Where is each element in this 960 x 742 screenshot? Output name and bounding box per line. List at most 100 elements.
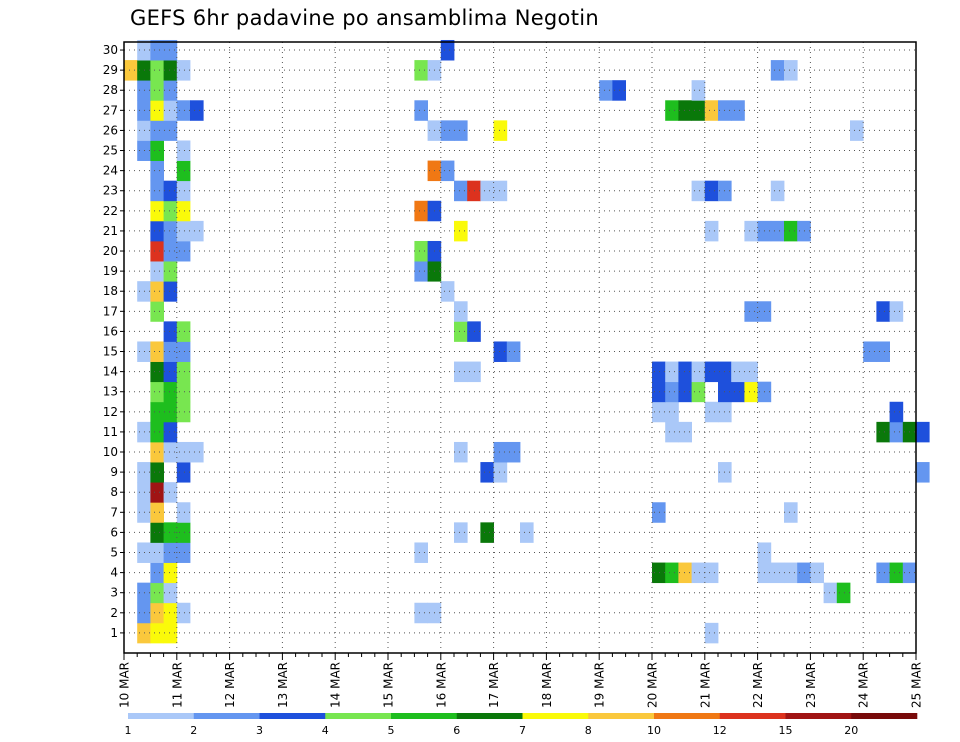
heatmap-cell xyxy=(652,401,666,423)
legend-label: 1 xyxy=(125,724,132,737)
heatmap-cell xyxy=(704,622,719,644)
heatmap-cell xyxy=(414,602,428,624)
heatmap-cell xyxy=(163,401,178,423)
y-tick-label: 1 xyxy=(110,626,118,640)
x-tick-label: 13 MAR xyxy=(276,662,290,708)
y-tick-label: 14 xyxy=(103,365,118,379)
heatmap-cell xyxy=(190,100,204,121)
heatmap-cell xyxy=(850,120,864,141)
heatmap-cell xyxy=(454,220,468,242)
heatmap-cell xyxy=(876,341,890,362)
heatmap-cell xyxy=(704,401,719,423)
heatmap-cell xyxy=(150,180,164,202)
x-tick-label: 17 MAR xyxy=(487,662,501,708)
legend-label: 8 xyxy=(585,724,592,737)
legend-swatch xyxy=(785,713,852,719)
heatmap-cell xyxy=(810,562,824,584)
y-tick-label: 11 xyxy=(103,425,118,439)
chart-title: GEFS 6hr padavine po ansamblima Negotin xyxy=(130,6,599,30)
heatmap-cell xyxy=(163,622,178,644)
heatmap-cell xyxy=(731,381,745,403)
heatmap-cell xyxy=(889,301,904,322)
legend-swatch xyxy=(325,713,392,719)
y-tick-label: 2 xyxy=(110,606,118,620)
heatmap-cell xyxy=(150,441,164,463)
y-tick-label: 6 xyxy=(110,525,118,539)
heatmap-cell xyxy=(176,361,191,383)
heatmap-cell xyxy=(691,80,706,101)
heatmap-cell xyxy=(770,220,785,242)
heatmap-cell xyxy=(150,582,164,604)
x-tick-label: 10 MAR xyxy=(118,662,132,708)
legend-swatch xyxy=(851,713,918,719)
legend-swatch xyxy=(719,713,786,719)
heatmap-cell xyxy=(150,39,164,61)
heatmap-cell xyxy=(163,200,178,222)
heatmap-cell xyxy=(836,582,851,604)
heatmap-cell xyxy=(916,462,930,483)
y-tick-label: 30 xyxy=(103,43,118,57)
y-tick-label: 17 xyxy=(103,304,118,318)
legend-label: 2 xyxy=(190,724,197,737)
heatmap-cell xyxy=(176,341,191,362)
heatmap-cell xyxy=(493,120,508,141)
heatmap-cell xyxy=(163,341,178,362)
heatmap-cell xyxy=(150,562,164,584)
heatmap-cells xyxy=(124,39,930,644)
legend-swatch xyxy=(259,713,326,719)
heatmap-cell xyxy=(454,441,468,463)
heatmap-cell xyxy=(744,381,758,403)
heatmap-cell xyxy=(414,261,428,282)
legend-swatch xyxy=(128,713,195,719)
x-tick-label: 12 MAR xyxy=(223,662,237,708)
heatmap-cell xyxy=(480,522,494,543)
legend-swatch xyxy=(193,713,260,719)
heatmap-cell xyxy=(454,180,468,202)
x-tick-label: 21 MAR xyxy=(698,662,712,708)
heatmap-cell xyxy=(150,502,164,523)
heatmap-cell xyxy=(493,341,508,362)
legend-label: 7 xyxy=(519,724,526,737)
y-tick-label: 29 xyxy=(103,63,118,77)
heatmap-cell xyxy=(889,421,904,443)
dotted-grid xyxy=(124,42,916,653)
heatmap-cell xyxy=(163,240,178,262)
heatmap-cell xyxy=(823,582,838,604)
heatmap-cell xyxy=(163,100,178,121)
y-tick-label: 21 xyxy=(103,224,118,238)
heatmap-cell xyxy=(150,401,164,423)
legend-label: 5 xyxy=(388,724,395,737)
heatmap-cell xyxy=(440,160,455,182)
heatmap-cell xyxy=(414,100,428,121)
x-tick-label: 20 MAR xyxy=(646,662,660,708)
heatmap-cell xyxy=(176,200,191,222)
y-tick-label: 25 xyxy=(103,144,118,158)
heatmap-cell xyxy=(784,562,798,584)
heatmap-cell xyxy=(665,100,679,121)
y-tick-label: 24 xyxy=(103,164,118,178)
heatmap-cell xyxy=(150,120,164,141)
legend-swatch xyxy=(456,713,523,719)
x-tick-label: 18 MAR xyxy=(540,662,554,708)
heatmap-cell xyxy=(176,160,191,182)
heatmap-cell xyxy=(454,301,468,322)
heatmap-cell xyxy=(493,180,508,202)
heatmap-cell xyxy=(744,220,758,242)
heatmap-cell xyxy=(652,361,666,383)
heatmap-cell xyxy=(176,240,191,262)
heatmap-cell xyxy=(454,522,468,543)
heatmap-cell xyxy=(704,361,719,383)
heatmap-cell xyxy=(163,441,178,463)
heatmap-cell xyxy=(731,361,745,383)
heatmap-cell xyxy=(163,321,178,342)
heatmap-cell xyxy=(176,401,191,423)
heatmap-cell xyxy=(493,441,508,463)
heatmap-cell xyxy=(176,441,191,463)
heatmap-cell xyxy=(652,381,666,403)
heatmap-cell xyxy=(150,200,164,222)
legend-swatch xyxy=(654,713,721,719)
x-tick-label: 25 MAR xyxy=(910,662,924,708)
heatmap-cell xyxy=(163,562,178,584)
heatmap-cell xyxy=(414,240,428,262)
